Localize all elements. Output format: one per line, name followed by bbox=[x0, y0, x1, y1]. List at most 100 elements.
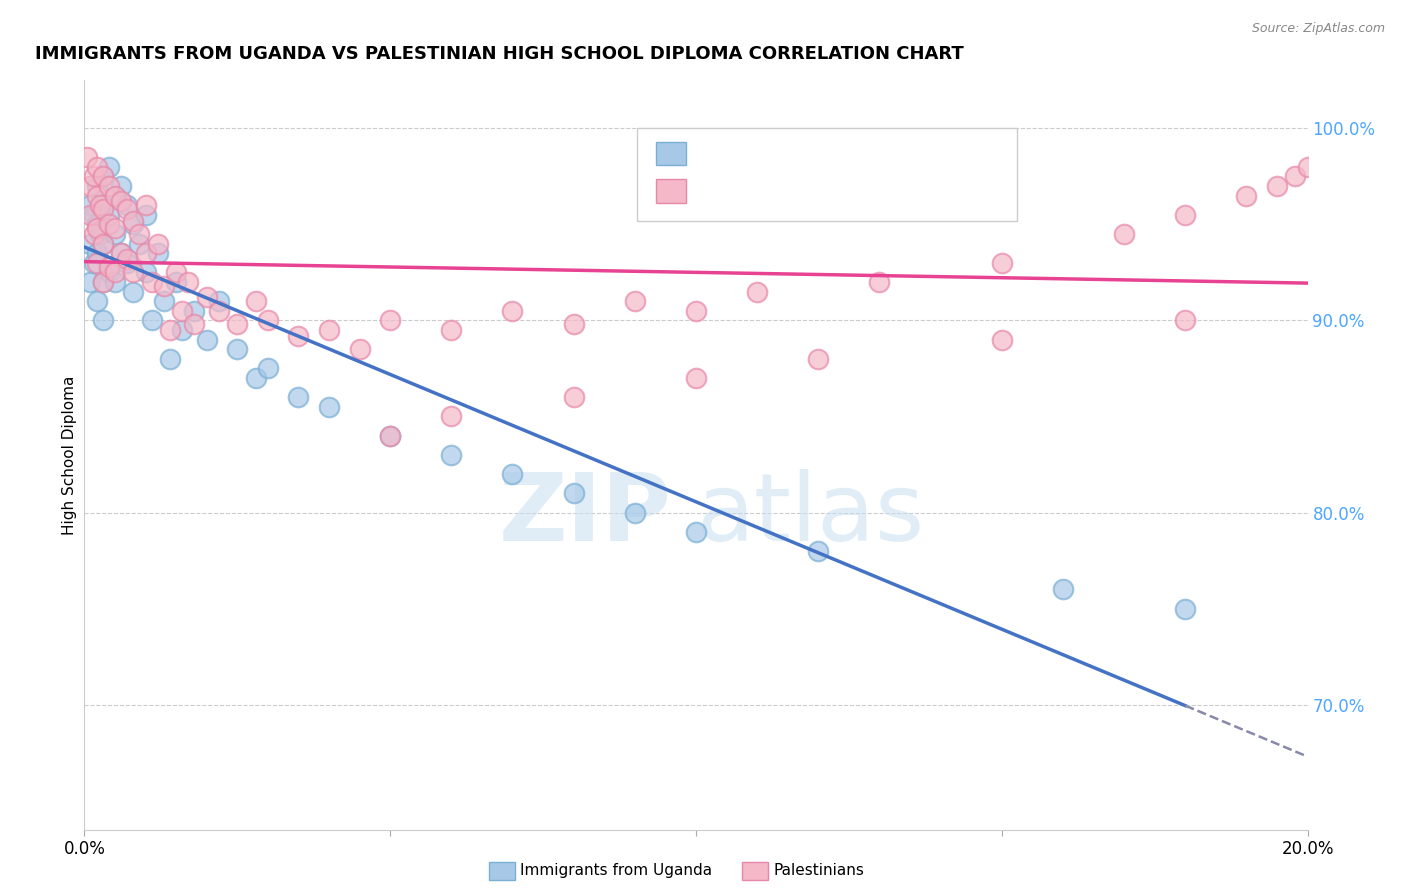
Point bbox=[380, 428, 402, 442]
Point bbox=[86, 256, 108, 270]
Point bbox=[115, 252, 138, 266]
Point bbox=[195, 290, 218, 304]
Point bbox=[97, 178, 120, 193]
Point bbox=[135, 198, 157, 212]
Point bbox=[1114, 227, 1136, 241]
Point bbox=[153, 294, 176, 309]
Text: R =: R = bbox=[697, 182, 734, 200]
Point bbox=[807, 351, 830, 366]
Point bbox=[153, 278, 176, 293]
Point bbox=[245, 294, 267, 309]
Point bbox=[1296, 160, 1319, 174]
Point bbox=[257, 313, 280, 327]
Point bbox=[89, 198, 111, 212]
Point bbox=[1265, 178, 1288, 193]
Point bbox=[91, 202, 114, 216]
Point bbox=[165, 275, 187, 289]
Point bbox=[1174, 208, 1197, 222]
Point bbox=[86, 178, 108, 193]
Point bbox=[122, 285, 145, 299]
Point bbox=[104, 265, 127, 279]
Point bbox=[115, 202, 138, 216]
Text: N =: N = bbox=[801, 145, 838, 162]
Point bbox=[122, 265, 145, 279]
Point bbox=[208, 294, 231, 309]
Point bbox=[86, 294, 108, 309]
Point bbox=[104, 275, 127, 289]
Text: 0.138: 0.138 bbox=[747, 145, 800, 162]
Point bbox=[991, 333, 1014, 347]
Point bbox=[83, 208, 105, 222]
Point bbox=[104, 188, 127, 202]
Point bbox=[97, 260, 120, 274]
Point bbox=[83, 227, 105, 241]
Point bbox=[165, 265, 187, 279]
Point bbox=[287, 390, 309, 404]
Point bbox=[440, 448, 463, 462]
Point bbox=[97, 265, 120, 279]
Text: IMMIGRANTS FROM UGANDA VS PALESTINIAN HIGH SCHOOL DIPLOMA CORRELATION CHART: IMMIGRANTS FROM UGANDA VS PALESTINIAN HI… bbox=[35, 45, 965, 63]
Point bbox=[91, 236, 114, 251]
Point bbox=[91, 236, 114, 251]
Point bbox=[86, 221, 108, 235]
Point bbox=[562, 318, 585, 332]
Point bbox=[502, 467, 524, 482]
Point bbox=[79, 178, 101, 193]
Point bbox=[226, 318, 249, 332]
Text: Palestinians: Palestinians bbox=[773, 863, 865, 878]
Point bbox=[97, 208, 120, 222]
Point bbox=[97, 160, 120, 174]
Point bbox=[110, 246, 132, 260]
Point bbox=[86, 160, 108, 174]
Point bbox=[1236, 188, 1258, 202]
Point bbox=[91, 198, 114, 212]
Point bbox=[110, 178, 132, 193]
Point bbox=[146, 246, 169, 260]
Text: Immigrants from Uganda: Immigrants from Uganda bbox=[520, 863, 713, 878]
Point bbox=[128, 236, 150, 251]
Point bbox=[79, 208, 101, 222]
Point bbox=[91, 313, 114, 327]
Point bbox=[104, 227, 127, 241]
Point bbox=[135, 265, 157, 279]
Point bbox=[183, 303, 205, 318]
Point bbox=[122, 218, 145, 232]
Point bbox=[79, 236, 101, 251]
Point bbox=[135, 208, 157, 222]
Point bbox=[562, 390, 585, 404]
Text: 0.300: 0.300 bbox=[747, 182, 800, 200]
Point bbox=[685, 524, 707, 539]
Point bbox=[146, 236, 169, 251]
Point bbox=[141, 313, 163, 327]
Point bbox=[122, 213, 145, 227]
Point bbox=[79, 198, 101, 212]
Point bbox=[318, 323, 340, 337]
Point bbox=[685, 303, 707, 318]
Text: atlas: atlas bbox=[696, 469, 924, 561]
Point bbox=[91, 275, 114, 289]
Point bbox=[195, 333, 218, 347]
Text: R =: R = bbox=[697, 145, 734, 162]
Point bbox=[110, 246, 132, 260]
Point bbox=[380, 313, 402, 327]
Point bbox=[135, 246, 157, 260]
Point bbox=[440, 323, 463, 337]
Text: 67: 67 bbox=[848, 182, 872, 200]
Point bbox=[83, 256, 105, 270]
Point bbox=[1174, 313, 1197, 327]
Point bbox=[76, 150, 98, 164]
Text: N =: N = bbox=[801, 182, 838, 200]
Point bbox=[177, 275, 200, 289]
Point bbox=[86, 218, 108, 232]
Point bbox=[287, 328, 309, 343]
Point bbox=[1052, 582, 1074, 597]
Point bbox=[685, 371, 707, 385]
Point bbox=[97, 218, 120, 232]
Point bbox=[807, 544, 830, 558]
Point bbox=[502, 303, 524, 318]
Point bbox=[115, 198, 138, 212]
Text: 53: 53 bbox=[848, 145, 872, 162]
Point bbox=[562, 486, 585, 500]
Point bbox=[128, 227, 150, 241]
Point bbox=[104, 221, 127, 235]
